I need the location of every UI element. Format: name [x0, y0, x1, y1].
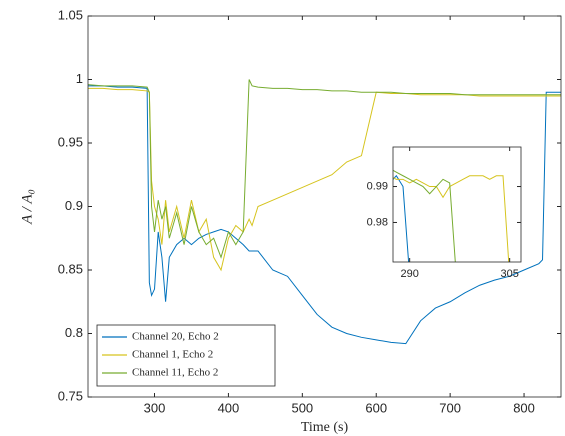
plot-frame [392, 146, 522, 263]
legend-label: Channel 1, Echo 2 [132, 349, 213, 361]
x-tick-label: 800 [513, 400, 535, 415]
x-tick-label: 305 [500, 268, 518, 280]
legend: Channel 20, Echo 2 Channel 1, Echo 2 Chann… [96, 324, 276, 387]
data-line [393, 174, 410, 262]
x-tick-label: 300 [144, 400, 166, 415]
y-tick-label: 1.05 [58, 7, 83, 22]
data-line [88, 79, 561, 259]
y-tick-label: 0.9 [65, 198, 83, 213]
x-tick-label: 400 [218, 400, 240, 415]
x-axis-label: Time (s) [301, 420, 349, 435]
legend-label: Channel 11, Echo 2 [132, 367, 218, 379]
plot-area: 290 305 0.98 0.99 [367, 146, 522, 280]
y-tick-label: 0.95 [58, 134, 83, 149]
data-line [393, 169, 456, 262]
x-tick-label: 290 [400, 268, 418, 280]
legend-label: Channel 20, Echo 2 [132, 331, 219, 343]
x-tick-label: 700 [439, 400, 461, 415]
y-tick-label: 0.8 [65, 325, 83, 340]
y-tick-label: 0.85 [58, 261, 83, 276]
y-tick-label: 0.99 [367, 180, 388, 192]
y-tick-label: 0.98 [367, 216, 388, 228]
data-line [88, 85, 561, 345]
plot-background [393, 147, 521, 262]
x-tick-label: 600 [365, 400, 387, 415]
y-tick-label: 1 [76, 71, 83, 86]
x-tick-label: 500 [291, 400, 313, 415]
y-tick-label: 0.75 [58, 388, 83, 403]
y-axis-label: A / A₀ [19, 189, 35, 225]
